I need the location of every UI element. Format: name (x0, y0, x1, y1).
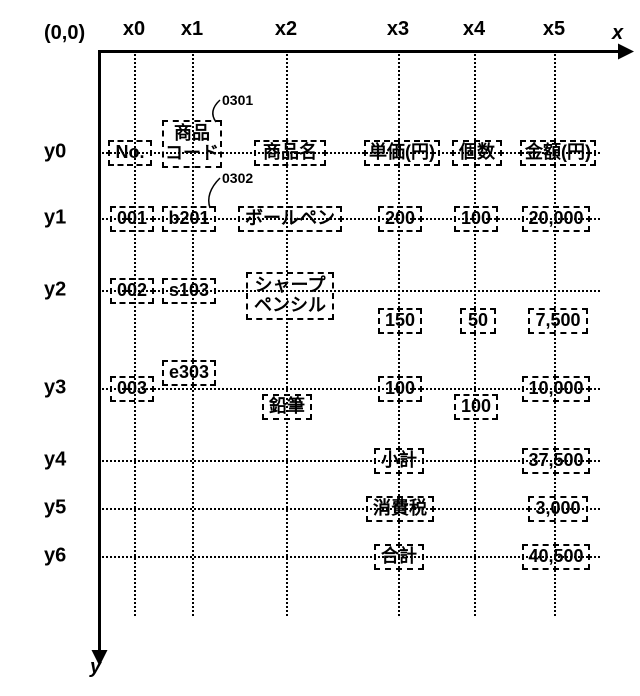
gridline-v-x0 (134, 50, 136, 616)
y-axis-arrow (92, 650, 108, 666)
cell-r1-name: ボールペン (238, 206, 342, 232)
cell-r3-code: e303 (162, 360, 216, 386)
cell-r1-code: b201 (162, 206, 216, 232)
cell-r1-amount: 20,000 (522, 206, 590, 232)
cell-hdr-price: 単価(円) (364, 140, 440, 166)
cell-tot-amount: 40,500 (522, 544, 590, 570)
cell-hdr-qty: 個数 (452, 140, 502, 166)
cell-hdr-name: 商品名 (254, 140, 326, 166)
y-tick-y0: y0 (44, 141, 66, 164)
callout-0302: 0302 (222, 170, 253, 186)
origin-label: (0,0) (44, 22, 85, 45)
cell-r1-price: 200 (378, 206, 422, 232)
x-tick-x1: x1 (181, 18, 203, 41)
gridline-h-y5 (98, 508, 600, 510)
cell-hdr-amount: 金額(円) (520, 140, 596, 166)
x-tick-x5: x5 (543, 18, 565, 41)
y-tick-y2: y2 (44, 279, 66, 302)
cell-r2-amount: 7,500 (528, 308, 588, 334)
gridline-v-x2 (286, 50, 288, 616)
callout-leaders (0, 0, 640, 696)
cell-sub-label: 小計 (374, 448, 424, 474)
y-tick-y5: y5 (44, 497, 66, 520)
cell-r2-code: s103 (162, 278, 216, 304)
cell-r1-qty: 100 (454, 206, 498, 232)
cell-r3-amount: 10,000 (522, 376, 590, 402)
x-axis-arrow (618, 44, 634, 60)
x-tick-x4: x4 (463, 18, 485, 41)
callout-0301: 0301 (222, 92, 253, 108)
cell-tax-label: 消費税 (366, 496, 434, 522)
cell-r1-no: 001 (110, 206, 154, 232)
cell-r2-qty: 50 (460, 308, 496, 334)
x-tick-x0: x0 (123, 18, 145, 41)
x-axis-line (98, 50, 618, 53)
cell-tax-amount: 3,000 (528, 496, 588, 522)
cell-r3-name: 鉛筆 (262, 394, 312, 420)
cell-hdr-no: No. (108, 140, 152, 166)
cell-r3-price: 100 (378, 376, 422, 402)
cell-hdr-code: 商品 コード (162, 120, 222, 168)
y-axis-line (98, 50, 101, 650)
diagram-stage: (0,0) x y x0x1x2x3x4x5 y0y1y2y3y4y5y6 03… (0, 0, 640, 696)
cell-r3-no: 003 (110, 376, 154, 402)
x-tick-x3: x3 (387, 18, 409, 41)
y-tick-y4: y4 (44, 449, 66, 472)
cell-sub-amount: 37,500 (522, 448, 590, 474)
y-tick-y1: y1 (44, 207, 66, 230)
cell-r2-no: 002 (110, 278, 154, 304)
cell-tot-label: 合計 (374, 544, 424, 570)
y-tick-y3: y3 (44, 377, 66, 400)
cell-r2-price: 150 (378, 308, 422, 334)
cell-r2-name: シャープ ペンシル (246, 272, 334, 320)
cell-r3-qty: 100 (454, 394, 498, 420)
y-tick-y6: y6 (44, 545, 66, 568)
x-axis-label: x (612, 22, 623, 45)
x-tick-x2: x2 (275, 18, 297, 41)
